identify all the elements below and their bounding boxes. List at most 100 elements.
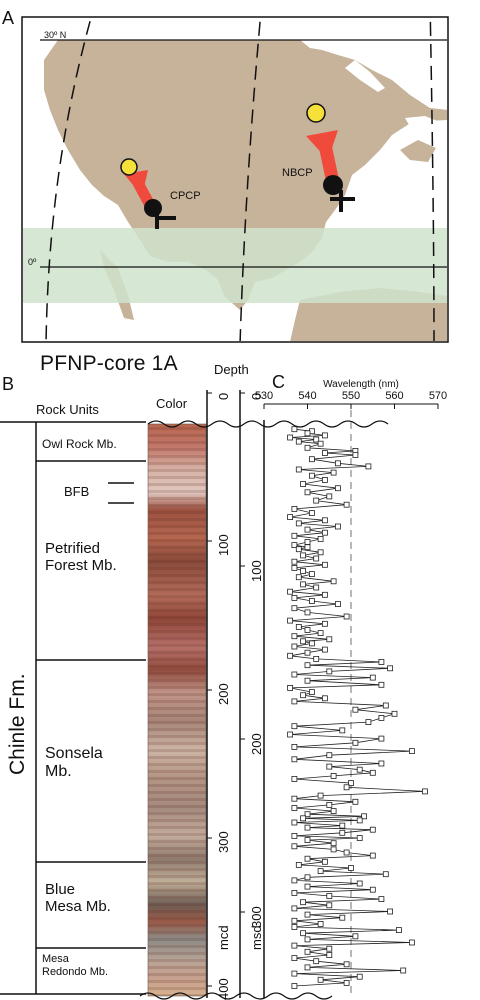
data-point (321, 476, 328, 483)
data-point (291, 955, 298, 961)
data-point (308, 510, 315, 516)
data-point (304, 936, 311, 943)
data-point (400, 967, 407, 974)
data-point (304, 964, 311, 971)
data-point (321, 858, 328, 865)
break-line (139, 992, 333, 1000)
data-point (317, 792, 324, 799)
data-point (321, 517, 328, 524)
data-point (291, 756, 298, 763)
data-point (304, 609, 311, 616)
msd-ticks (240, 392, 245, 913)
data-point (313, 497, 320, 504)
data-point (378, 715, 385, 721)
nbcp-present-position (306, 103, 326, 123)
color-header: Color (156, 396, 188, 411)
data-point (382, 871, 389, 878)
data-point (317, 976, 324, 983)
data-point (300, 692, 307, 699)
data-point (321, 561, 328, 568)
data-point (291, 819, 298, 826)
x-axis-label: Wavelength (nm) (323, 379, 399, 390)
data-point (378, 659, 385, 665)
unit-mesa-redondo: Mesa Redondo Mb. (42, 953, 109, 978)
unit-petrified-forest: Petrified Forest Mb. (45, 540, 117, 575)
data-point (291, 776, 298, 782)
data-point (304, 883, 311, 890)
data-point (313, 584, 320, 591)
data-point (300, 481, 307, 487)
data-point (308, 472, 315, 479)
data-point (330, 808, 337, 814)
data-point (334, 601, 341, 607)
data-point (326, 802, 333, 808)
data-point (321, 620, 328, 627)
data-point (304, 855, 311, 862)
data-point (304, 911, 311, 918)
data-point (304, 489, 311, 496)
cpcp-marker-cross (155, 210, 176, 229)
data-point (308, 571, 315, 577)
data-point (287, 731, 294, 738)
data-point (304, 824, 311, 831)
data-point (291, 505, 298, 512)
data-point (287, 588, 294, 595)
data-point (365, 463, 372, 470)
longitude-line (45, 18, 92, 341)
data-point (295, 520, 302, 527)
data-point (339, 829, 346, 836)
data-point (330, 840, 337, 847)
panel-c-label: C (272, 372, 285, 392)
data-point (295, 624, 302, 630)
data-point (304, 539, 311, 545)
data-point (352, 739, 359, 746)
data-point (343, 501, 350, 508)
data-point (339, 914, 346, 921)
data-point (356, 766, 363, 773)
data-point (304, 662, 311, 669)
data-point (304, 948, 311, 955)
x-tick-label: 570 (429, 390, 447, 402)
data-point (321, 529, 328, 536)
data-point (317, 868, 324, 874)
data-point (300, 638, 307, 645)
data-point (326, 763, 333, 770)
data-point (408, 748, 415, 754)
data-point (326, 945, 333, 952)
data-point (291, 795, 298, 802)
mcd-ticks (207, 392, 212, 987)
panel-b-label: B (2, 374, 15, 394)
data-point (326, 493, 333, 500)
nbcp-marker-cross (330, 190, 355, 212)
data-point (387, 908, 394, 915)
data-point (317, 536, 324, 542)
equator-label: 0º (28, 257, 37, 267)
data-point (321, 695, 328, 702)
data-point (291, 983, 298, 989)
data-point (287, 514, 294, 520)
data-point (304, 811, 311, 818)
longitude-line (429, 18, 435, 341)
data-point (382, 702, 389, 709)
data-point (291, 605, 298, 612)
data-point (321, 432, 328, 439)
data-point (291, 633, 298, 640)
data-point (304, 837, 311, 843)
data-point (369, 886, 376, 893)
data-point (291, 643, 298, 650)
data-point (295, 466, 302, 473)
data-point (291, 890, 298, 896)
data-point (326, 668, 333, 675)
data-point (387, 665, 394, 672)
data-point (330, 469, 337, 476)
data-point (304, 649, 311, 656)
data-point (291, 833, 298, 839)
latitude-30n-label: 30º N (44, 30, 66, 40)
data-point (326, 902, 333, 909)
data-point (343, 849, 350, 856)
data-point (295, 574, 302, 581)
data-point (317, 549, 324, 556)
data-point (287, 652, 294, 659)
data-point (317, 921, 324, 927)
